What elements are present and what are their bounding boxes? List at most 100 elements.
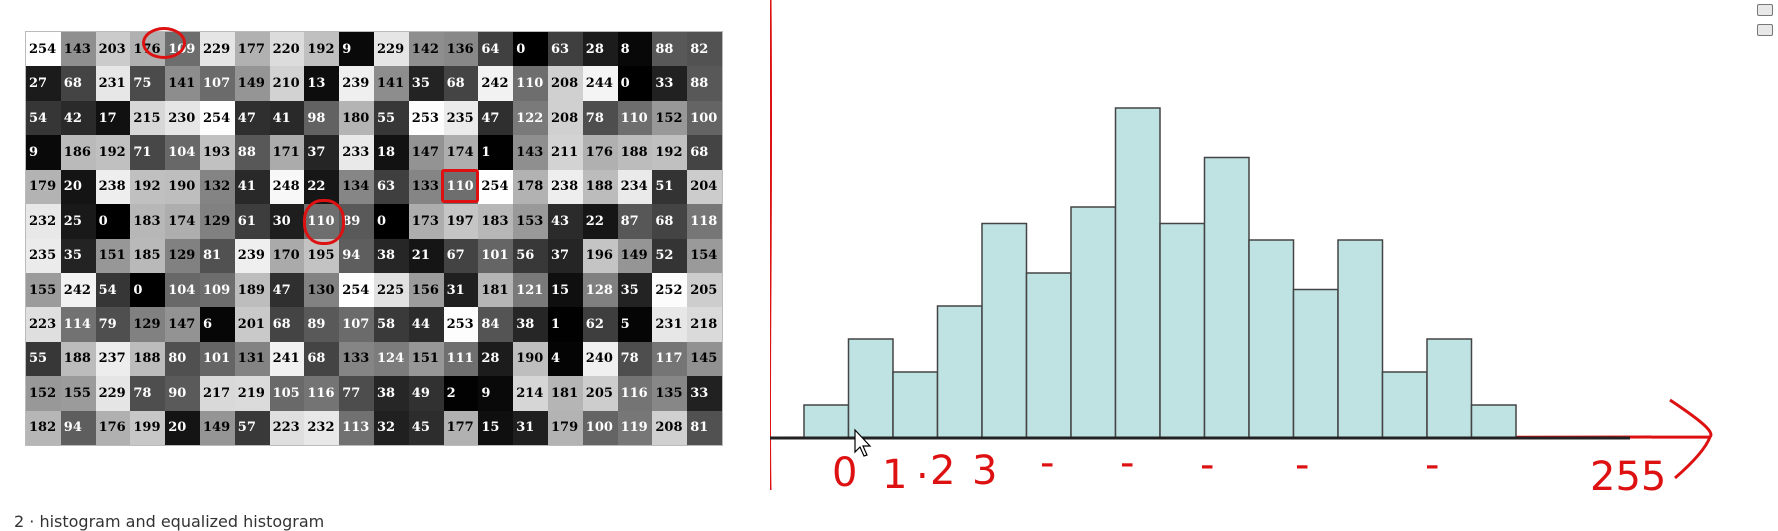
pixel-cell: 219: [234, 376, 270, 411]
annotation-circle-110: [303, 199, 345, 245]
histogram-bar: [892, 371, 939, 439]
pixel-cell: 177: [443, 410, 479, 445]
label-3: 3: [972, 448, 997, 494]
pixel-cell: 18: [373, 135, 409, 170]
pixel-cell: 129: [199, 204, 235, 239]
pixel-cell: 232: [26, 204, 61, 239]
pixel-cell: 122: [513, 100, 548, 136]
pixel-cell: 78: [582, 100, 618, 136]
pixel-cell: 188: [60, 341, 96, 377]
pixel-cell: 38: [373, 376, 409, 411]
pixel-cell: 61: [234, 204, 270, 239]
pixel-cell: 134: [339, 169, 374, 205]
pixel-cell: 176: [582, 135, 618, 170]
pixel-cell: 110: [617, 100, 653, 136]
pixel-cell: 239: [234, 238, 270, 273]
pixel-cell: 22: [582, 204, 618, 239]
pixel-cell: 145: [687, 341, 722, 377]
image-icon[interactable]: [1757, 24, 1773, 36]
pixel-cell: 47: [269, 272, 305, 308]
pixel-cell: 63: [373, 169, 409, 205]
pixel-cell: 89: [304, 307, 340, 342]
pixel-cell: 143: [60, 32, 96, 67]
pixel-cell: 84: [478, 307, 514, 342]
pixel-cell: 232: [304, 410, 340, 445]
annotation-axis-labels: 0 1 . 2 3 - - - - - 255: [832, 440, 1666, 500]
pixel-cell: 174: [443, 135, 479, 170]
pixel-cell: 147: [408, 135, 444, 170]
histogram-bar: [803, 404, 850, 439]
pixel-cell: 88: [687, 66, 722, 101]
pixel-cell: 20: [60, 169, 96, 205]
pixel-cell: 15: [478, 410, 514, 445]
pixel-cell: 47: [478, 100, 514, 136]
pixel-cell: 35: [408, 66, 444, 101]
pixel-cell: 57: [234, 410, 270, 445]
pixel-cell: 114: [60, 307, 96, 342]
pixel-cell: 141: [165, 66, 200, 101]
pixel-cell: 182: [26, 410, 61, 445]
pixel-cell: 253: [408, 100, 444, 136]
pixel-cell: 78: [617, 341, 653, 377]
histogram-bar: [936, 305, 983, 439]
histogram-bar: [1159, 222, 1206, 439]
pixel-cell: 49: [408, 376, 444, 411]
pixel-cell: 220: [269, 32, 305, 67]
pixel-cell: 205: [582, 376, 618, 411]
pixel-cell: 233: [339, 135, 374, 170]
pixel-cell: 254: [478, 169, 514, 205]
pixel-cell: 133: [408, 169, 444, 205]
pixel-cell: 132: [199, 169, 235, 205]
pixel-cell: 54: [26, 100, 61, 136]
pixel-cell: 110: [513, 66, 548, 101]
pixel-cell: 9: [478, 376, 514, 411]
pixel-cell: 174: [165, 204, 200, 239]
pixel-cell: 199: [130, 410, 166, 445]
pixel-cell: 177: [234, 32, 270, 67]
pixel-cell: 229: [95, 376, 131, 411]
pixel-cell: 13: [304, 66, 340, 101]
pixel-cell: 188: [130, 341, 166, 377]
histogram-bar: [981, 222, 1028, 439]
pixel-cell: 105: [269, 376, 305, 411]
pixel-cell: 248: [269, 169, 305, 205]
pixel-cell: 6: [199, 307, 235, 342]
layers-icon[interactable]: [1757, 4, 1773, 16]
pixel-cell: 35: [617, 272, 653, 308]
pixel-cell: 2: [443, 376, 479, 411]
pixel-cell: 51: [652, 169, 688, 205]
pixel-cell: 153: [513, 204, 548, 239]
pixel-cell: 45: [408, 410, 444, 445]
pixel-cell: 88: [652, 32, 688, 67]
pixel-cell: 188: [617, 135, 653, 170]
label-dash-4: -: [1295, 442, 1309, 488]
pixel-cell: 68: [269, 307, 305, 342]
pixel-cell: 176: [95, 410, 131, 445]
pixel-cell: 229: [373, 32, 409, 67]
histogram-bars: [803, 107, 1517, 439]
pixel-cell: 155: [60, 376, 96, 411]
pixel-cell: 217: [199, 376, 235, 411]
pixel-cell: 25: [60, 204, 96, 239]
pixel-cell: 231: [95, 66, 131, 101]
pixel-cell: 1: [547, 307, 583, 342]
side-toolbar: [1752, 0, 1778, 526]
pixel-cell: 38: [373, 238, 409, 273]
pixel-cell: 190: [513, 341, 548, 377]
pixel-cell: 151: [408, 341, 444, 377]
pixel-cell: 44: [408, 307, 444, 342]
pixel-cell: 82: [687, 32, 722, 67]
label-dash-5: -: [1425, 442, 1439, 488]
pixel-cell: 149: [617, 238, 653, 273]
pixel-cell: 87: [617, 204, 653, 239]
pixel-cell: 225: [373, 272, 409, 308]
pixel-cell: 47: [234, 100, 270, 136]
pixel-cell: 33: [687, 376, 722, 411]
pixel-cell: 254: [339, 272, 374, 308]
pixel-cell: 41: [269, 100, 305, 136]
pixel-cell: 208: [547, 100, 583, 136]
pixel-cell: 113: [339, 410, 374, 445]
pixel-cell: 52: [652, 238, 688, 273]
label-2: 2: [930, 448, 955, 494]
pixel-cell: 0: [130, 272, 166, 308]
